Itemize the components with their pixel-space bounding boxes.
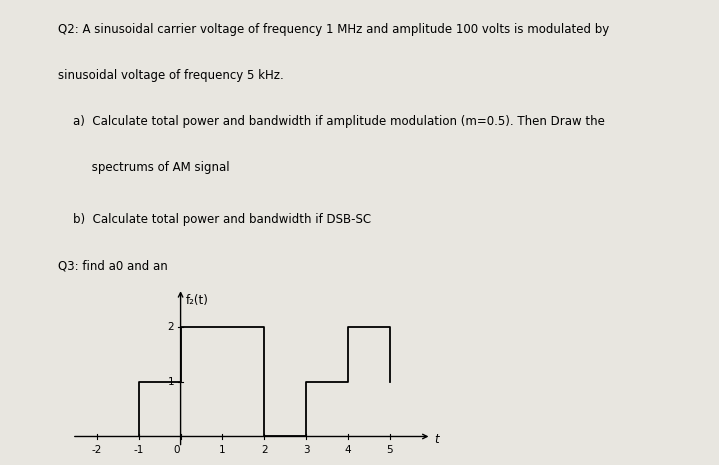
- Text: 1: 1: [219, 445, 226, 455]
- Text: Q2: A sinusoidal carrier voltage of frequency 1 MHz and amplitude 100 volts is m: Q2: A sinusoidal carrier voltage of freq…: [58, 23, 609, 36]
- Text: -1: -1: [134, 445, 144, 455]
- Text: spectrums of AM signal: spectrums of AM signal: [58, 161, 229, 174]
- Text: b)  Calculate total power and bandwidth if DSB-SC: b) Calculate total power and bandwidth i…: [58, 213, 371, 226]
- Text: 1: 1: [168, 377, 174, 386]
- Text: 5: 5: [386, 445, 393, 455]
- Text: -2: -2: [92, 445, 102, 455]
- Text: 2: 2: [261, 445, 267, 455]
- Text: sinusoidal voltage of frequency 5 kHz.: sinusoidal voltage of frequency 5 kHz.: [58, 69, 283, 82]
- Text: f₂(t): f₂(t): [186, 294, 209, 307]
- Text: 3: 3: [303, 445, 309, 455]
- Text: 0: 0: [173, 445, 180, 455]
- Text: a)  Calculate total power and bandwidth if amplitude modulation (m=0.5). Then Dr: a) Calculate total power and bandwidth i…: [58, 115, 605, 128]
- Text: 4: 4: [344, 445, 351, 455]
- Text: Q3: find a0 and an: Q3: find a0 and an: [58, 259, 168, 272]
- Text: t: t: [435, 433, 439, 446]
- Text: 2: 2: [168, 322, 174, 332]
